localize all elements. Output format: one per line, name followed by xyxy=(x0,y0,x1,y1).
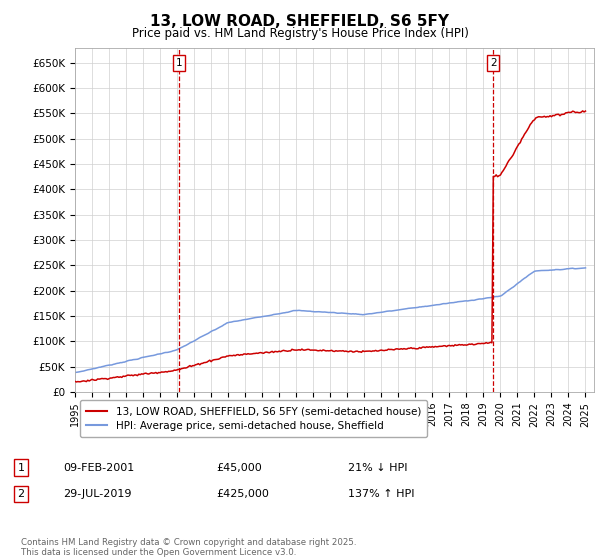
Text: 2: 2 xyxy=(17,489,25,499)
Text: 1: 1 xyxy=(175,58,182,68)
Text: 09-FEB-2001: 09-FEB-2001 xyxy=(63,463,134,473)
Text: 21% ↓ HPI: 21% ↓ HPI xyxy=(348,463,407,473)
Text: 13, LOW ROAD, SHEFFIELD, S6 5FY: 13, LOW ROAD, SHEFFIELD, S6 5FY xyxy=(151,14,449,29)
Text: £45,000: £45,000 xyxy=(216,463,262,473)
Text: 1: 1 xyxy=(17,463,25,473)
Text: Contains HM Land Registry data © Crown copyright and database right 2025.
This d: Contains HM Land Registry data © Crown c… xyxy=(21,538,356,557)
Legend: 13, LOW ROAD, SHEFFIELD, S6 5FY (semi-detached house), HPI: Average price, semi-: 13, LOW ROAD, SHEFFIELD, S6 5FY (semi-de… xyxy=(80,400,427,437)
Text: 137% ↑ HPI: 137% ↑ HPI xyxy=(348,489,415,499)
Text: 2: 2 xyxy=(490,58,497,68)
Text: Price paid vs. HM Land Registry's House Price Index (HPI): Price paid vs. HM Land Registry's House … xyxy=(131,27,469,40)
Text: £425,000: £425,000 xyxy=(216,489,269,499)
Text: 29-JUL-2019: 29-JUL-2019 xyxy=(63,489,131,499)
